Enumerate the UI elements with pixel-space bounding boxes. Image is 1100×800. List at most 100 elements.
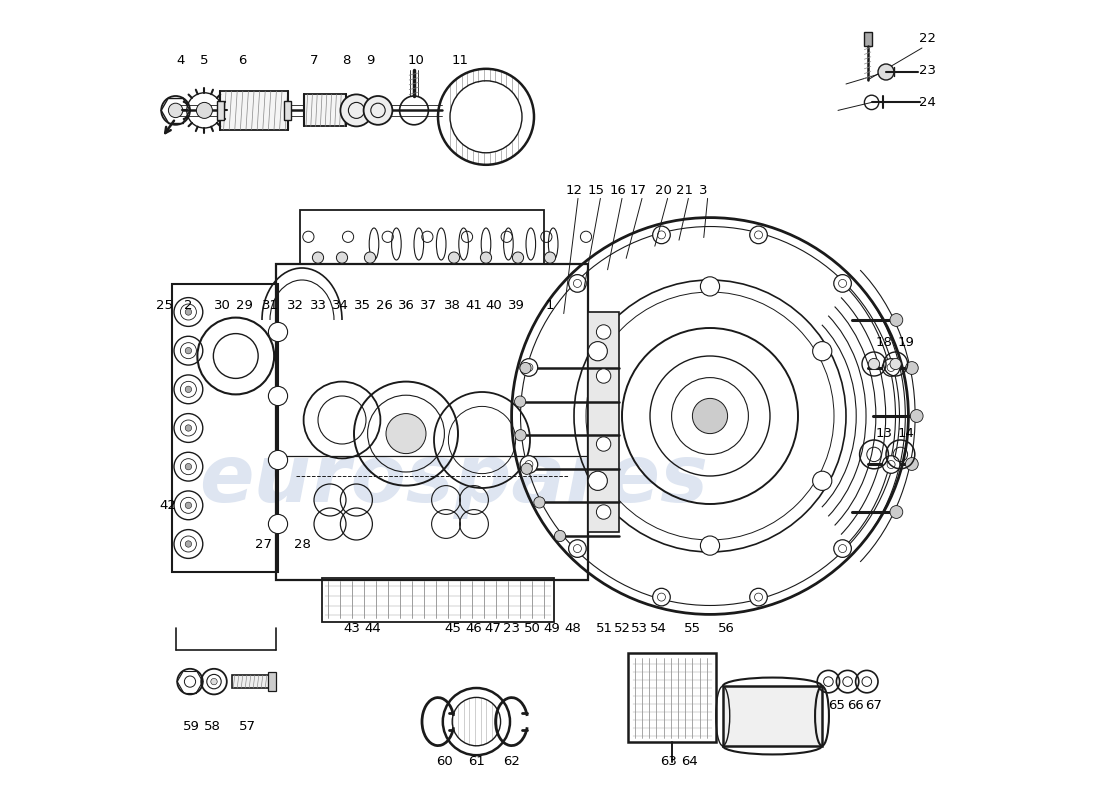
- Circle shape: [185, 541, 191, 547]
- Text: 38: 38: [444, 299, 461, 312]
- Text: 8: 8: [342, 54, 350, 66]
- Circle shape: [481, 252, 492, 263]
- Circle shape: [588, 471, 607, 490]
- Circle shape: [520, 362, 531, 374]
- Circle shape: [312, 252, 323, 263]
- Text: 60: 60: [436, 755, 453, 768]
- Text: 37: 37: [420, 299, 437, 312]
- Text: 66: 66: [847, 699, 864, 712]
- Text: 10: 10: [407, 54, 424, 66]
- Circle shape: [185, 463, 191, 470]
- Circle shape: [890, 358, 901, 370]
- Text: 1: 1: [546, 299, 554, 312]
- Circle shape: [197, 102, 212, 118]
- Bar: [285, 101, 290, 120]
- Text: 30: 30: [213, 299, 230, 312]
- Text: 11: 11: [452, 54, 469, 66]
- Circle shape: [750, 588, 768, 606]
- Circle shape: [890, 314, 903, 326]
- Circle shape: [185, 425, 191, 431]
- Text: 14: 14: [898, 427, 914, 440]
- Circle shape: [905, 362, 918, 374]
- Circle shape: [652, 588, 670, 606]
- Circle shape: [544, 252, 556, 263]
- Circle shape: [168, 103, 183, 118]
- Text: eurospares: eurospares: [199, 441, 708, 519]
- Text: 3: 3: [700, 184, 708, 197]
- Circle shape: [534, 497, 544, 508]
- Circle shape: [521, 463, 532, 474]
- Circle shape: [834, 274, 851, 292]
- Text: 59: 59: [184, 720, 200, 733]
- Bar: [173, 284, 278, 572]
- Text: 41: 41: [465, 299, 483, 312]
- Text: 13: 13: [876, 427, 893, 440]
- Circle shape: [185, 502, 191, 509]
- Text: 40: 40: [485, 299, 503, 312]
- Circle shape: [364, 96, 393, 125]
- Text: 36: 36: [397, 299, 415, 312]
- Circle shape: [596, 369, 611, 383]
- Circle shape: [337, 252, 348, 263]
- Text: 22: 22: [920, 32, 936, 45]
- Text: 63: 63: [660, 755, 676, 768]
- Text: 65: 65: [828, 699, 845, 712]
- Circle shape: [862, 677, 871, 686]
- Circle shape: [905, 458, 918, 470]
- Circle shape: [185, 347, 191, 354]
- Circle shape: [596, 437, 611, 451]
- Text: 27: 27: [255, 538, 272, 550]
- Text: 15: 15: [587, 184, 605, 197]
- Text: 39: 39: [508, 299, 525, 312]
- Text: 52: 52: [614, 622, 630, 634]
- Bar: [322, 578, 554, 622]
- Text: 12: 12: [565, 184, 583, 197]
- Text: 26: 26: [376, 299, 393, 312]
- Text: 45: 45: [444, 622, 461, 634]
- Circle shape: [520, 456, 538, 474]
- Circle shape: [268, 514, 287, 534]
- Bar: [217, 101, 223, 120]
- Circle shape: [364, 252, 375, 263]
- Text: 56: 56: [717, 622, 735, 634]
- Text: 24: 24: [920, 96, 936, 109]
- Circle shape: [515, 396, 526, 407]
- Text: 62: 62: [503, 755, 520, 768]
- Circle shape: [449, 252, 460, 263]
- Text: 55: 55: [684, 622, 701, 634]
- Circle shape: [268, 322, 287, 342]
- Text: 25: 25: [156, 299, 173, 312]
- Bar: [588, 312, 619, 532]
- Circle shape: [520, 358, 538, 376]
- Circle shape: [701, 277, 719, 296]
- Circle shape: [868, 358, 880, 370]
- Circle shape: [185, 676, 196, 687]
- Circle shape: [513, 252, 524, 263]
- Text: 29: 29: [236, 299, 253, 312]
- Bar: [628, 653, 716, 742]
- Circle shape: [340, 94, 373, 126]
- Text: 51: 51: [596, 622, 613, 634]
- Text: 44: 44: [364, 622, 381, 634]
- Bar: [300, 210, 543, 264]
- Circle shape: [878, 64, 894, 80]
- Circle shape: [596, 325, 611, 339]
- Text: 6: 6: [238, 54, 246, 66]
- Bar: [232, 675, 272, 688]
- Circle shape: [554, 530, 565, 542]
- Circle shape: [569, 274, 586, 292]
- Text: 43: 43: [343, 622, 360, 634]
- Bar: [723, 686, 822, 746]
- Text: 48: 48: [564, 622, 581, 634]
- Circle shape: [185, 386, 191, 393]
- Circle shape: [588, 342, 607, 361]
- Text: 33: 33: [309, 299, 327, 312]
- Text: 28: 28: [294, 538, 310, 550]
- Circle shape: [813, 342, 832, 361]
- Text: 9: 9: [366, 54, 374, 66]
- Text: 49: 49: [543, 622, 560, 634]
- Circle shape: [911, 410, 923, 422]
- Text: 42: 42: [160, 499, 176, 512]
- Text: 50: 50: [524, 622, 541, 634]
- Text: 31: 31: [262, 299, 278, 312]
